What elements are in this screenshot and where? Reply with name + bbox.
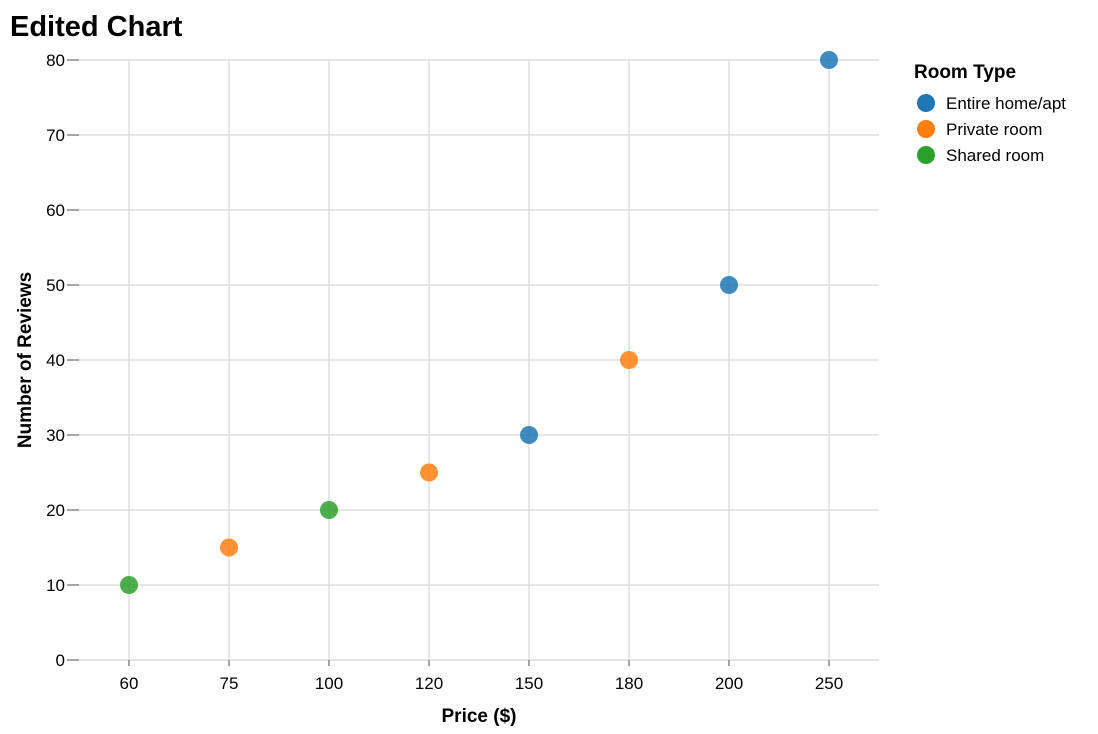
data-point [520, 426, 538, 444]
y-tick-label: 60 [46, 201, 65, 220]
x-tick-label: 60 [120, 674, 139, 693]
data-point [120, 576, 138, 594]
data-points [120, 51, 838, 594]
grid [79, 59, 879, 661]
legend-swatch [917, 94, 935, 112]
x-tick-label: 180 [615, 674, 643, 693]
y-tick-label: 40 [46, 351, 65, 370]
y-tick-label: 30 [46, 426, 65, 445]
legend: Room Type Entire home/apt Private room Sha… [914, 62, 1066, 165]
data-point [220, 538, 238, 557]
x-tick-label: 200 [715, 674, 743, 693]
y-tick-label: 80 [46, 51, 65, 70]
x-axis-title: Price ($) [442, 706, 517, 727]
x-tick-label: 250 [815, 674, 843, 693]
x-tick-label: 120 [415, 674, 443, 693]
y-tick-label: 0 [56, 651, 65, 670]
chart-title: Edited Chart [10, 11, 183, 43]
legend-label: Shared room [946, 146, 1044, 165]
legend-swatch [917, 120, 935, 138]
data-point [820, 51, 838, 69]
data-point [720, 276, 738, 294]
data-point [420, 463, 438, 482]
y-tick-label: 10 [46, 576, 65, 595]
x-tick-label: 100 [315, 674, 343, 693]
data-point [620, 351, 638, 369]
x-tick-label: 150 [515, 674, 543, 693]
axes: 60 75 100 120 150 180 200 250 0 10 20 30 40 50 60 70 80 [46, 51, 843, 693]
y-axis-title: Number of Reviews [15, 272, 36, 448]
legend-label: Entire home/apt [946, 94, 1066, 113]
legend-label: Private room [946, 120, 1042, 139]
y-tick-label: 50 [46, 276, 65, 295]
y-tick-label: 20 [46, 501, 65, 520]
x-tick-label: 75 [220, 674, 239, 693]
legend-title: Room Type [914, 62, 1016, 83]
y-tick-label: 70 [46, 126, 65, 145]
legend-swatch [917, 146, 935, 164]
data-point [320, 501, 338, 519]
